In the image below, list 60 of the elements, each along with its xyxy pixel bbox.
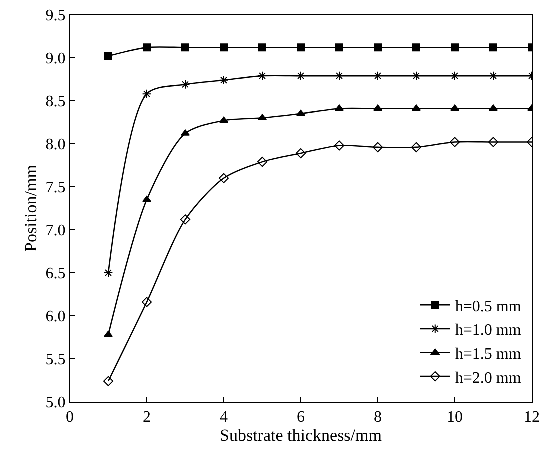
point bbox=[104, 52, 112, 60]
point bbox=[412, 44, 420, 52]
x-axis-title: Substrate thickness/mm bbox=[220, 426, 382, 446]
legend-label: h=1.5 mm bbox=[455, 346, 522, 363]
point bbox=[220, 44, 228, 52]
x-tick-label: 10 bbox=[447, 409, 463, 426]
point bbox=[218, 173, 230, 184]
point bbox=[296, 110, 306, 116]
point bbox=[451, 44, 459, 52]
legend-label: h=2.0 mm bbox=[455, 370, 522, 387]
point bbox=[180, 214, 191, 225]
x-tick-label: 0 bbox=[66, 409, 74, 426]
point bbox=[374, 44, 382, 52]
point bbox=[219, 76, 229, 86]
x-tick-label: 6 bbox=[297, 409, 305, 426]
x-tick-label: 8 bbox=[374, 409, 382, 426]
point bbox=[411, 142, 422, 152]
y-tick-label: 7.5 bbox=[46, 180, 66, 197]
point bbox=[450, 137, 460, 148]
point bbox=[142, 89, 152, 99]
point bbox=[104, 268, 114, 278]
y-tick-label: 6.0 bbox=[46, 308, 66, 326]
point bbox=[103, 376, 114, 386]
point bbox=[297, 44, 305, 52]
y-tick-label: 7.0 bbox=[46, 222, 66, 240]
point bbox=[219, 116, 229, 124]
x-tick-label: 2 bbox=[143, 409, 151, 426]
point bbox=[372, 142, 384, 152]
point bbox=[488, 71, 498, 81]
point bbox=[258, 71, 268, 81]
point bbox=[296, 71, 306, 81]
point bbox=[334, 71, 344, 81]
x-tick-label: 12 bbox=[524, 409, 540, 426]
point bbox=[334, 140, 345, 151]
point bbox=[296, 148, 306, 159]
y-tick-label: 8.0 bbox=[46, 136, 66, 154]
x-tick-label: 4 bbox=[220, 409, 228, 426]
point bbox=[450, 71, 460, 81]
point bbox=[488, 137, 499, 148]
point bbox=[180, 80, 190, 90]
point bbox=[336, 44, 344, 52]
legend-label: h=1.0 mm bbox=[455, 322, 522, 340]
point bbox=[182, 44, 190, 52]
point bbox=[104, 330, 114, 338]
point bbox=[412, 71, 422, 81]
point bbox=[142, 196, 152, 202]
point bbox=[143, 44, 151, 52]
point bbox=[490, 44, 498, 52]
y-axis-title: Position/mm bbox=[21, 165, 40, 252]
y-tick-label: 6.5 bbox=[46, 266, 66, 283]
y-tick-label: 9.5 bbox=[46, 8, 66, 25]
point bbox=[142, 297, 152, 308]
legend-label: h=0.5 mm bbox=[455, 298, 522, 316]
point bbox=[373, 71, 383, 81]
y-tick-label: 5.0 bbox=[46, 394, 66, 412]
point bbox=[258, 44, 266, 52]
y-tick-label: 5.5 bbox=[46, 352, 66, 369]
point bbox=[257, 157, 268, 168]
y-tick-label: 9.0 bbox=[46, 50, 66, 68]
y-tick-label: 8.5 bbox=[46, 94, 66, 111]
